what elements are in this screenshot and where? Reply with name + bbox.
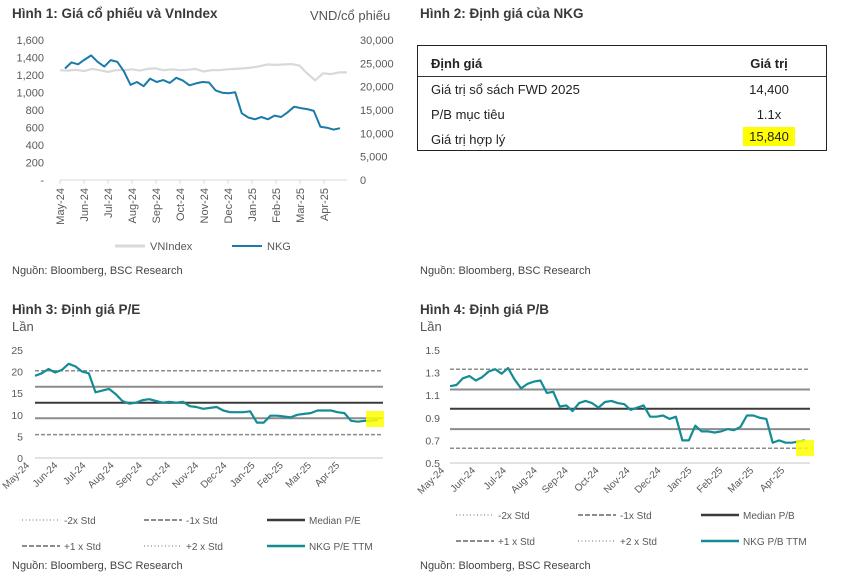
vnindex-line — [59, 62, 347, 82]
legend-nkg-label: NKG — [267, 241, 291, 253]
x-tick-label: Sep-24 — [540, 465, 571, 496]
y-left-tick-label: - — [40, 175, 44, 187]
y-tick-label: 1.1 — [425, 390, 440, 402]
y-tick-label: 0.9 — [425, 413, 440, 425]
table-row: Giá trị sổ sách FWD 2025 14,400 — [431, 82, 826, 104]
valuation-line — [34, 362, 379, 424]
figure3-source: Nguồn: Bloomberg, BSC Research — [12, 560, 183, 572]
legend-label: NKG P/E TTM — [309, 542, 373, 553]
figure2-title: Hình 2: Định giá của NKG — [420, 6, 584, 21]
x-tick-label: Aug-24 — [509, 465, 540, 496]
table-header: Định giá Giá trị — [431, 56, 826, 76]
y-tick-label: 1.3 — [425, 368, 440, 380]
legend-label: +1 x Std — [64, 542, 101, 553]
row-label: Giá trị hợp lý — [431, 132, 506, 147]
row-value: 1.1x — [756, 107, 782, 122]
y-right-tick-label: 5,000 — [360, 152, 388, 164]
header-value: Giá trị — [750, 56, 788, 71]
x-tick-label: Jul-24 — [103, 188, 115, 218]
x-tick-label: Feb-25 — [271, 188, 283, 223]
x-tick-label: Feb-25 — [695, 465, 725, 495]
legend-label: NKG P/B TTM — [743, 537, 807, 548]
legend-label: -2x Std — [64, 516, 96, 527]
y-left-tick-label: 1,600 — [16, 35, 44, 47]
y-tick-label: 0.7 — [425, 435, 440, 447]
x-tick-label: Jun-24 — [79, 188, 91, 222]
y-left-tick-label: 400 — [26, 140, 44, 152]
x-tick-label: Dec-24 — [633, 465, 664, 496]
figure2-source: Nguồn: Bloomberg, BSC Research — [420, 265, 591, 277]
x-tick-label: Jun-24 — [449, 465, 479, 495]
y-right-tick-label: 25,000 — [360, 58, 394, 70]
table-row: P/B mục tiêu 1.1x — [431, 107, 826, 129]
x-tick-label: Sep-24 — [151, 188, 163, 223]
price-chart: - 200 400 600 800 1,000 1,200 1,400 1,600 0 5,000 1… — [16, 35, 394, 253]
x-tick-label: Aug-24 — [127, 188, 139, 223]
figure1-unit-label: VND/cổ phiếu — [310, 8, 391, 23]
y-right-tick-label: 20,000 — [360, 82, 394, 94]
figure1-source: Nguồn: Bloomberg, BSC Research — [12, 265, 183, 277]
legend-vnindex-label: VNIndex — [150, 241, 193, 253]
legend-label: -1x Std — [620, 511, 652, 522]
x-tick-label: Mar-25 — [295, 188, 307, 223]
table-row: Giá trị hợp lý 15,840 — [431, 127, 826, 154]
y-right-tick-label: 30,000 — [360, 35, 394, 47]
legend-label: Median P/E — [309, 516, 361, 527]
legend-label: -2x Std — [498, 511, 530, 522]
header-divider — [418, 76, 826, 77]
x-tick-label: Dec-24 — [223, 188, 235, 223]
y-tick-label: 1.5 — [425, 345, 440, 357]
x-tick-label: Oct-24 — [573, 465, 602, 494]
x-tick-label: Jul-24 — [482, 465, 509, 492]
x-tick-label: Jan-25 — [247, 188, 259, 222]
y-left-tick-label: 1,000 — [16, 88, 44, 100]
y-tick-label: 5 — [17, 431, 23, 443]
header-valuation: Định giá — [431, 56, 483, 71]
figure4-unit-label: Lần — [420, 319, 442, 334]
legend-label: Median P/B — [743, 511, 795, 522]
y-left-tick-label: 1,200 — [16, 70, 44, 82]
figure4-title: Hình 4: Định giá P/B — [420, 302, 550, 317]
x-tick-label: Jan-25 — [665, 465, 695, 495]
figure3-unit-label: Lần — [12, 319, 34, 334]
y-left-tick-label: 800 — [26, 105, 44, 117]
x-tick-label: Nov-24 — [602, 465, 633, 496]
latest-value-highlight — [796, 440, 814, 456]
x-tick-label: May-24 — [55, 188, 67, 225]
fair-value-highlight: 15,840 — [743, 127, 795, 146]
row-label: P/B mục tiêu — [431, 107, 505, 122]
latest-value-highlight — [366, 411, 384, 427]
x-tick-label: Apr-25 — [758, 465, 787, 494]
legend-label: +1 x Std — [498, 537, 535, 548]
x-tick-label: Nov-24 — [199, 188, 211, 223]
legend-label: -1x Std — [186, 516, 218, 527]
legend-label: +2 x Std — [620, 537, 657, 548]
y-left-tick-label: 200 — [26, 158, 44, 170]
y-right-tick-label: 15,000 — [360, 105, 394, 117]
valuation-table: Định giá Giá trị Giá trị sổ sách FWD 202… — [417, 45, 827, 151]
x-tick-label: Apr-25 — [319, 188, 331, 221]
figure4-source: Nguồn: Bloomberg, BSC Research — [420, 560, 591, 572]
y-tick-label: 20 — [11, 367, 23, 379]
y-tick-label: 25 — [11, 345, 23, 357]
y-tick-label: 10 — [11, 410, 23, 422]
y-right-tick-label: 10,000 — [360, 128, 394, 140]
row-label: Giá trị sổ sách FWD 2025 — [431, 82, 580, 97]
y-tick-label: 0.5 — [425, 458, 440, 470]
y-left-tick-label: 600 — [26, 123, 44, 135]
x-tick-label: Mar-25 — [726, 465, 756, 495]
y-right-tick-label: 0 — [360, 175, 366, 187]
figure3-title: Hình 3: Định giá P/E — [12, 302, 141, 317]
valuation-line — [449, 367, 806, 444]
y-tick-label: 15 — [11, 388, 23, 400]
y-tick-label: 0 — [17, 453, 23, 465]
y-left-tick-label: 1,400 — [16, 53, 44, 65]
figure1-title: Hình 1: Giá cổ phiếu và VnIndex — [12, 6, 218, 21]
x-tick-label: Oct-24 — [175, 188, 187, 221]
row-value: 14,400 — [749, 82, 789, 97]
nkg-price-line — [64, 54, 341, 131]
legend-label: +2 x Std — [186, 542, 223, 553]
